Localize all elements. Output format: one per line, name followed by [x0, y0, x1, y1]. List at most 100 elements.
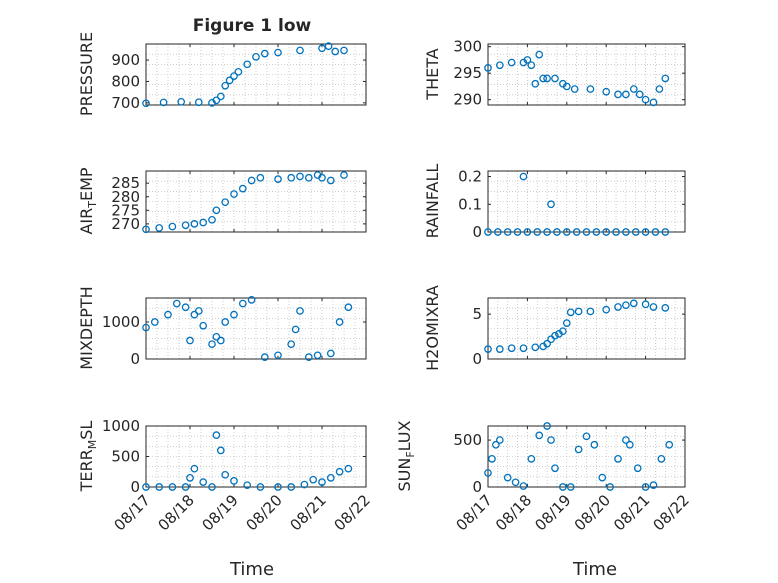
data-point	[495, 436, 504, 444]
data-point	[574, 445, 583, 454]
data-point	[661, 74, 670, 83]
data-point	[291, 325, 300, 334]
y-tick-label: 800	[111, 72, 140, 90]
data-point	[230, 477, 238, 485]
y-tick-label: 0	[472, 223, 482, 241]
y-axis-label: AIRTEMP	[77, 167, 99, 234]
data-point	[614, 90, 622, 99]
data-point	[234, 67, 243, 76]
y-axis-label: TERRMSL	[77, 421, 99, 493]
data-point	[507, 344, 516, 353]
data-point	[199, 321, 208, 330]
data-point	[164, 310, 172, 319]
data-point	[614, 454, 622, 463]
data-point	[543, 74, 551, 83]
data-point	[590, 440, 599, 449]
data-point	[335, 318, 344, 326]
data-point	[559, 483, 567, 491]
data-point	[212, 206, 221, 215]
data-point	[274, 175, 282, 183]
data-point	[562, 319, 571, 327]
data-point	[216, 336, 225, 345]
data-point	[318, 173, 326, 182]
axes-box	[145, 43, 367, 106]
data-point	[344, 464, 353, 473]
data-point	[484, 345, 492, 353]
data-point	[488, 454, 496, 463]
y-axis-label: PRESSURE	[77, 32, 96, 116]
data-point	[661, 228, 670, 236]
data-point	[225, 76, 234, 85]
data-point	[641, 95, 650, 104]
data-point	[212, 332, 221, 341]
axes-box	[487, 170, 686, 233]
data-point	[572, 228, 581, 236]
data-point	[190, 220, 199, 228]
data-point	[221, 470, 230, 479]
data-point	[199, 218, 208, 227]
data-point	[304, 353, 313, 362]
data-point	[511, 478, 520, 487]
y-tick-label: 900	[111, 51, 140, 69]
y-tick-label: 1000	[102, 313, 140, 331]
x-axis-label-right: Time	[572, 559, 617, 580]
data-point	[260, 353, 269, 362]
data-point	[562, 228, 571, 236]
data-point	[649, 303, 658, 311]
y-tick-label: 0	[472, 350, 482, 368]
y-tick-label: 1000	[102, 417, 140, 435]
data-point	[335, 467, 344, 476]
data-point	[181, 221, 190, 230]
data-point	[296, 46, 304, 55]
data-point	[260, 49, 269, 58]
data-point	[238, 299, 247, 308]
data-point	[519, 482, 528, 490]
data-point	[535, 431, 544, 440]
axes-box	[487, 425, 686, 488]
data-point	[533, 228, 542, 236]
data-point	[629, 299, 638, 308]
data-point	[208, 483, 216, 491]
data-point	[559, 327, 567, 336]
data-point	[208, 340, 216, 349]
y-tick-label: 275	[111, 201, 140, 219]
data-point	[661, 304, 670, 312]
data-point	[602, 305, 611, 314]
data-point	[274, 48, 282, 57]
data-point	[208, 215, 216, 224]
data-point	[247, 295, 256, 304]
data-point	[155, 483, 164, 491]
data-point	[651, 228, 660, 236]
data-point	[547, 200, 555, 209]
data-point	[622, 436, 630, 444]
data-point	[641, 228, 650, 236]
data-point	[212, 431, 221, 439]
data-point	[340, 46, 348, 55]
data-point	[566, 308, 575, 317]
y-axis-label: H2OMIXRA	[423, 285, 442, 371]
axes-box	[145, 170, 367, 233]
data-point	[247, 176, 256, 185]
y-tick-label: 280	[111, 188, 140, 206]
data-point	[238, 184, 247, 193]
data-point	[168, 222, 177, 231]
y-tick-label: 0	[130, 350, 140, 368]
data-point	[655, 85, 664, 93]
subplot-rainfall: 0 0.1 0.2 RAINFALL	[423, 164, 686, 241]
data-point	[602, 87, 611, 96]
data-point	[186, 336, 194, 345]
data-point	[274, 351, 282, 360]
y-tick-label: 290	[453, 91, 482, 109]
data-point	[507, 58, 516, 67]
data-point	[513, 228, 522, 236]
data-point	[142, 99, 150, 108]
subplot-h2omixra: 0 5 H2OMIXRA	[423, 285, 686, 371]
data-point	[535, 50, 544, 59]
data-point	[190, 464, 199, 473]
data-point	[287, 483, 296, 491]
data-point	[582, 432, 591, 441]
data-point	[602, 228, 611, 236]
data-point	[527, 61, 536, 70]
data-point	[186, 473, 194, 482]
data-point	[493, 228, 502, 236]
